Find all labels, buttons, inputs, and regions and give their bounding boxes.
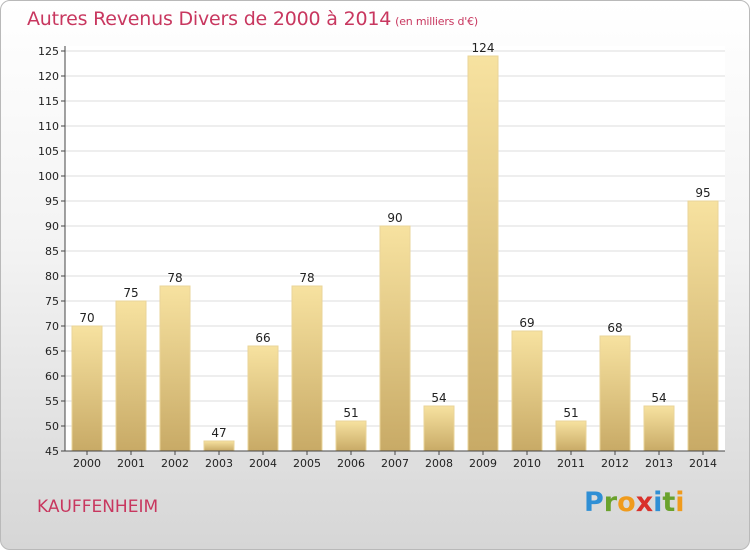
title-text: Autres Revenus Divers de 2000 à 2014 bbox=[27, 8, 392, 30]
bar bbox=[643, 405, 675, 452]
data-label: 54 bbox=[431, 391, 446, 405]
data-label: 75 bbox=[123, 286, 138, 300]
x-tick-label: 2004 bbox=[249, 457, 277, 470]
bar bbox=[687, 200, 719, 452]
y-tick-label: 110 bbox=[38, 120, 59, 133]
x-tick-label: 2009 bbox=[469, 457, 497, 470]
bar bbox=[71, 325, 103, 452]
data-label: 78 bbox=[299, 271, 314, 285]
bar bbox=[203, 440, 235, 452]
y-tick-label: 95 bbox=[45, 195, 59, 208]
x-tick-label: 2002 bbox=[161, 457, 189, 470]
data-label: 69 bbox=[519, 316, 534, 330]
x-tick-label: 2007 bbox=[381, 457, 409, 470]
logo-letter: P bbox=[584, 487, 604, 518]
data-label: 70 bbox=[79, 311, 94, 325]
x-tick-label: 2014 bbox=[689, 457, 717, 470]
logo-letter: i bbox=[653, 487, 663, 518]
logo-letter: x bbox=[635, 487, 654, 518]
bar bbox=[423, 405, 455, 452]
x-tick-label: 2001 bbox=[117, 457, 145, 470]
y-tick-label: 115 bbox=[38, 95, 59, 108]
axes: 45 50 55 60 65 70 75 80 85 90 95 100 105 110 115 120 125… bbox=[38, 45, 725, 470]
x-tick-label: 2011 bbox=[557, 457, 585, 470]
data-label: 51 bbox=[343, 406, 358, 420]
data-label: 124 bbox=[472, 41, 495, 55]
x-tick-label: 2013 bbox=[645, 457, 673, 470]
logo-letter: i bbox=[675, 487, 685, 518]
data-label: 68 bbox=[607, 321, 622, 335]
data-label: 90 bbox=[387, 211, 402, 225]
data-label: 95 bbox=[695, 186, 710, 200]
y-tick-label: 45 bbox=[45, 445, 59, 458]
y-tick-label: 80 bbox=[45, 270, 59, 283]
bar bbox=[555, 420, 587, 452]
y-tick-label: 105 bbox=[38, 145, 59, 158]
data-label: 78 bbox=[167, 271, 182, 285]
y-tick-label: 125 bbox=[38, 45, 59, 58]
y-tick-label: 70 bbox=[45, 320, 59, 333]
bar bbox=[291, 285, 323, 452]
chart-title: Autres Revenus Divers de 2000 à 2014 (en … bbox=[27, 8, 478, 30]
x-tick-label: 2008 bbox=[425, 457, 453, 470]
logo-letter: t bbox=[662, 487, 676, 518]
x-tick-label: 2012 bbox=[601, 457, 629, 470]
proxiti-logo[interactable]: Proxiti bbox=[584, 487, 685, 518]
y-tick-label: 55 bbox=[45, 395, 59, 408]
data-label: 47 bbox=[211, 426, 226, 440]
y-tick-label: 90 bbox=[45, 220, 59, 233]
y-tick-label: 65 bbox=[45, 345, 59, 358]
bar bbox=[115, 300, 147, 452]
y-tick-label: 60 bbox=[45, 370, 59, 383]
title-unit: (en milliers d'€) bbox=[395, 15, 479, 28]
y-tick-label: 120 bbox=[38, 70, 59, 83]
y-tick-label: 50 bbox=[45, 420, 59, 433]
x-tick-label: 2006 bbox=[337, 457, 365, 470]
bar bbox=[247, 345, 279, 452]
x-tick-label: 2003 bbox=[205, 457, 233, 470]
y-tick-label: 100 bbox=[38, 170, 59, 183]
y-tick-label: 75 bbox=[45, 295, 59, 308]
data-label: 66 bbox=[255, 331, 270, 345]
bar bbox=[159, 285, 191, 452]
y-tick-label: 85 bbox=[45, 245, 59, 258]
bar bbox=[335, 420, 367, 452]
bar bbox=[467, 55, 499, 452]
logo-letter: r bbox=[603, 487, 618, 518]
data-label: 54 bbox=[651, 391, 666, 405]
logo-letter: o bbox=[617, 487, 636, 518]
x-tick-label: 2000 bbox=[73, 457, 101, 470]
bar bbox=[379, 225, 411, 452]
x-tick-label: 2010 bbox=[513, 457, 541, 470]
commune-name: KAUFFENHEIM bbox=[37, 497, 159, 517]
data-label: 51 bbox=[563, 406, 578, 420]
bars: 70 75 78 47 66 78 51 90 54 124 69 51 68 54 95 bbox=[71, 41, 719, 452]
bar bbox=[599, 335, 631, 452]
x-tick-label: 2005 bbox=[293, 457, 321, 470]
bar bbox=[511, 330, 543, 452]
